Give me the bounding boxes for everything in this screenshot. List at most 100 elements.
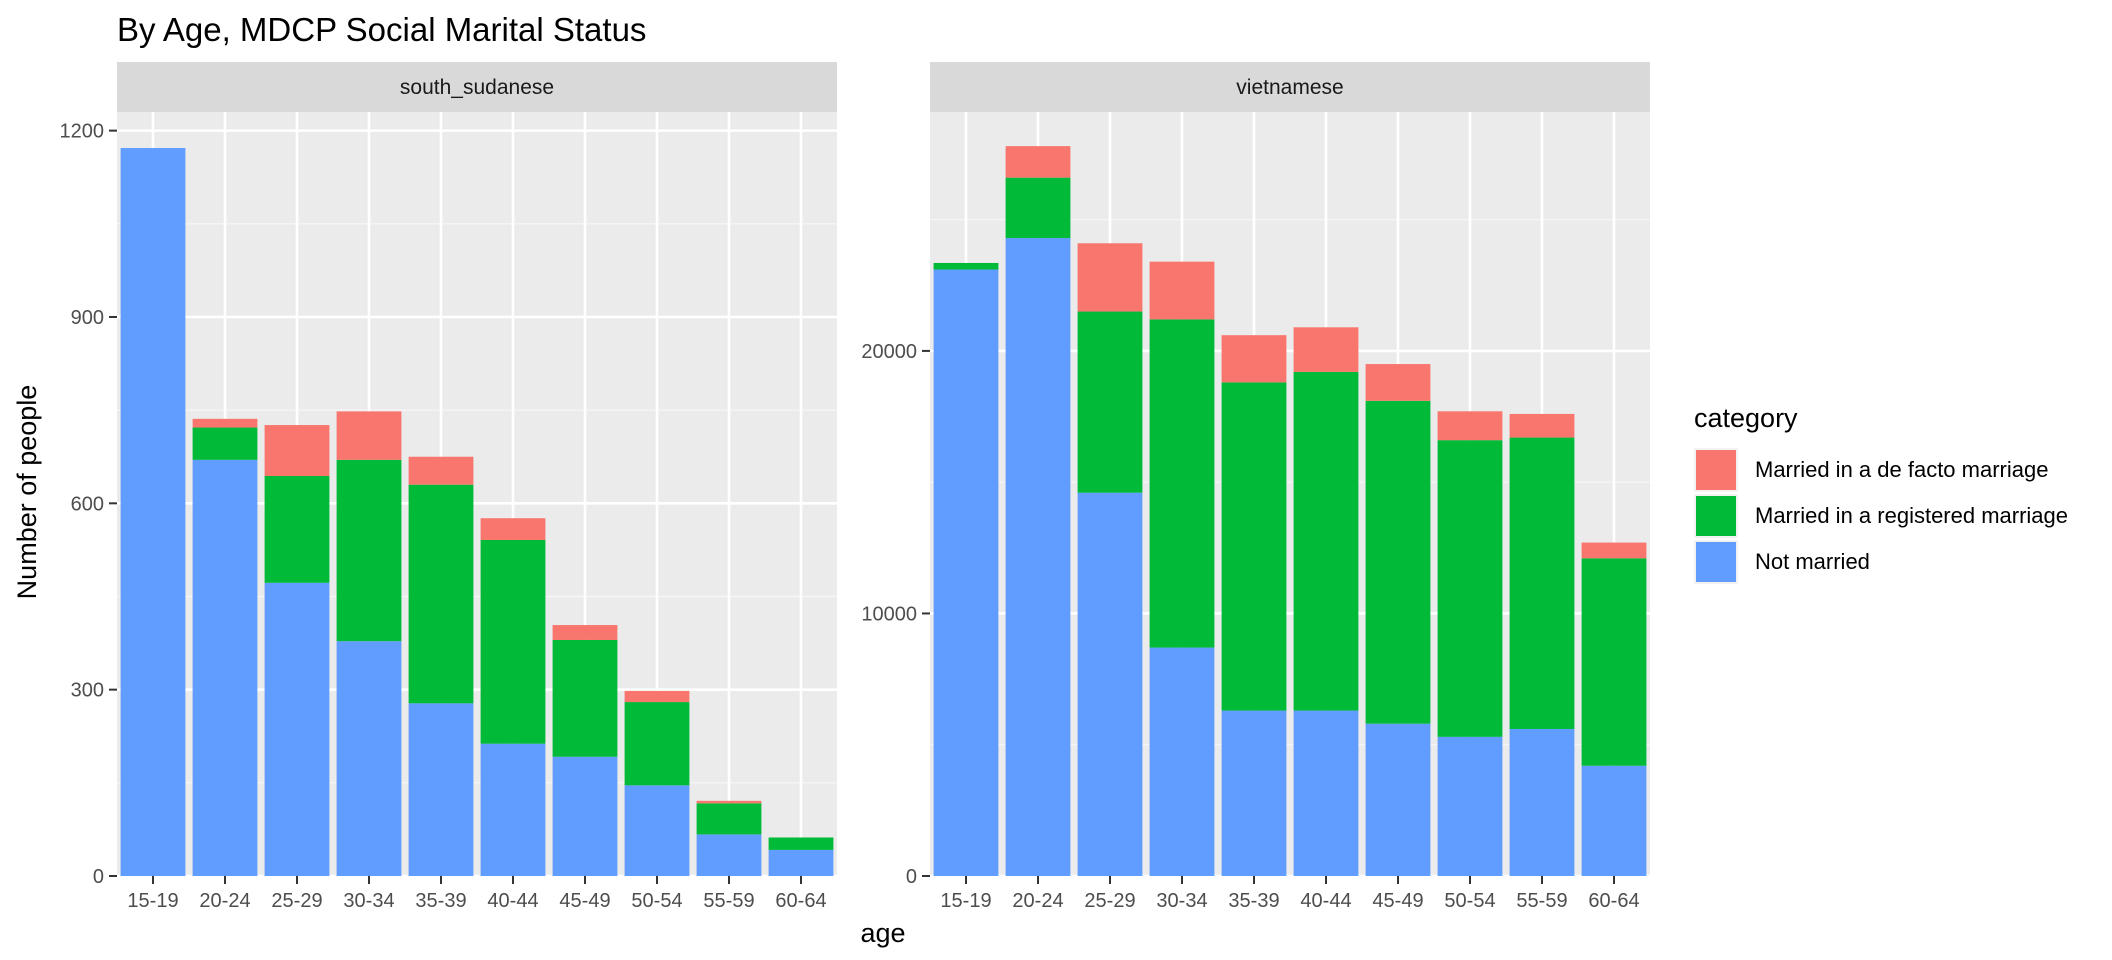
panel-vietnamese: vietnamese 0 10000 20000 15-19 20-24 25-29 30-3…: [861, 62, 1650, 912]
bar-segment: [1221, 382, 1287, 711]
x-tick-label: 60-64: [775, 890, 826, 912]
bar-segment: [624, 702, 690, 786]
x-tick-label: 30-34: [343, 890, 394, 912]
x-tick-label: 55-59: [1516, 890, 1567, 912]
bar-segment: [1005, 238, 1071, 876]
x-tick-label: 45-49: [1372, 890, 1423, 912]
bar-segment: [192, 459, 258, 876]
legend-swatch: [1696, 496, 1736, 536]
y-axis-title: Number of people: [12, 385, 42, 600]
bar-segment: [408, 484, 474, 704]
legend-swatch: [1696, 542, 1736, 582]
legend-item: Married in a de facto marriage: [1694, 448, 2048, 492]
bar-segment: [1005, 146, 1071, 178]
y-tick-label: 900: [71, 307, 104, 329]
bar-segment: [624, 785, 690, 876]
bar-segment: [1509, 437, 1575, 729]
bar-segment: [336, 411, 402, 460]
bar-segment: [480, 539, 546, 744]
legend-title: category: [1694, 403, 1798, 433]
legend-label: Married in a registered marriage: [1755, 503, 2068, 528]
x-tick-label: 40-44: [1300, 890, 1351, 912]
x-axis-title: age: [860, 918, 905, 948]
bar-segment: [1581, 765, 1647, 876]
bar-segment: [192, 418, 258, 428]
bar-segment: [1509, 413, 1575, 438]
x-tick-label: 45-49: [559, 890, 610, 912]
x-tick-label: 35-39: [1228, 890, 1279, 912]
strip-background: [117, 62, 837, 112]
x-tick-label: 25-29: [1084, 890, 1135, 912]
x-tick-label: 30-34: [1156, 890, 1207, 912]
bar-segment: [336, 459, 402, 642]
y-tick-label: 0: [93, 866, 104, 888]
legend-item: Not married: [1694, 540, 1870, 584]
legend-swatch: [1696, 450, 1736, 490]
bar-segment: [1365, 400, 1431, 724]
bar-segment: [480, 518, 546, 540]
bar-segment: [933, 262, 999, 270]
bar-segment: [264, 425, 330, 476]
x-tick-label: 15-19: [127, 890, 178, 912]
y-tick-label: 300: [71, 680, 104, 702]
x-tick-label: 35-39: [415, 890, 466, 912]
bar-segment: [408, 456, 474, 485]
bar-segment: [1437, 411, 1503, 441]
bar-segment: [408, 703, 474, 876]
panel-south_sudanese: south_sudanese 0 300 600 900 1200 15-19 20-24 25…: [60, 62, 837, 912]
bar-segment: [1581, 558, 1647, 766]
y-tick-label: 20000: [861, 341, 917, 363]
x-tick-label: 50-54: [1444, 890, 1495, 912]
bar-segment: [1221, 710, 1287, 876]
y-tick-label: 1200: [60, 121, 105, 143]
bar-segment: [1077, 492, 1143, 876]
bar-segment: [768, 837, 834, 850]
bar-segment: [552, 756, 618, 876]
bar-segment: [696, 803, 762, 835]
bar-segment: [1509, 728, 1575, 876]
bar-segment: [1077, 311, 1143, 493]
legend-items: Married in a de facto marriage Married in…: [1694, 448, 2068, 584]
legend-item: Married in a registered marriage: [1694, 494, 2068, 538]
bar-segment: [696, 834, 762, 876]
bar-segment: [1077, 243, 1143, 312]
chart-title: By Age, MDCP Social Marital Status: [117, 11, 646, 48]
bar-segment: [1437, 440, 1503, 737]
strip-label: vietnamese: [1236, 76, 1343, 99]
bar-segment: [264, 475, 330, 583]
x-tick-label: 50-54: [631, 890, 682, 912]
x-tick-label: 25-29: [271, 890, 322, 912]
bar-segment: [552, 625, 618, 640]
bar-segment: [480, 743, 546, 876]
bar-segment: [1149, 261, 1215, 320]
legend: category Married in a de facto marriageM…: [1694, 403, 2068, 584]
bar-segment: [624, 690, 690, 703]
strip-background: [930, 62, 1650, 112]
bar-segment: [933, 269, 999, 877]
x-tick-label: 20-24: [199, 890, 250, 912]
bar-segment: [1293, 327, 1359, 372]
legend-label: Not married: [1755, 549, 1870, 574]
x-tick-label: 20-24: [1012, 890, 1063, 912]
bar-segment: [120, 148, 186, 877]
bar-segment: [192, 427, 258, 460]
panels: south_sudanese 0 300 600 900 1200 15-19 20-24 25…: [60, 62, 1650, 912]
x-tick-label: 55-59: [703, 890, 754, 912]
strip-label: south_sudanese: [400, 76, 554, 99]
bar-segment: [336, 641, 402, 876]
bar-segment: [1581, 542, 1647, 559]
bar-segment: [1437, 736, 1503, 876]
bar-segment: [696, 800, 762, 804]
x-tick-label: 40-44: [487, 890, 538, 912]
bar-segment: [1365, 723, 1431, 876]
bar-segment: [552, 639, 618, 757]
bar-segment: [1005, 177, 1071, 239]
y-tick-label: 0: [906, 866, 917, 888]
bar-segment: [768, 849, 834, 876]
bar-segment: [1149, 319, 1215, 648]
y-tick-label: 600: [71, 493, 104, 515]
bar-segment: [1293, 371, 1359, 711]
bar-segment: [1149, 647, 1215, 876]
